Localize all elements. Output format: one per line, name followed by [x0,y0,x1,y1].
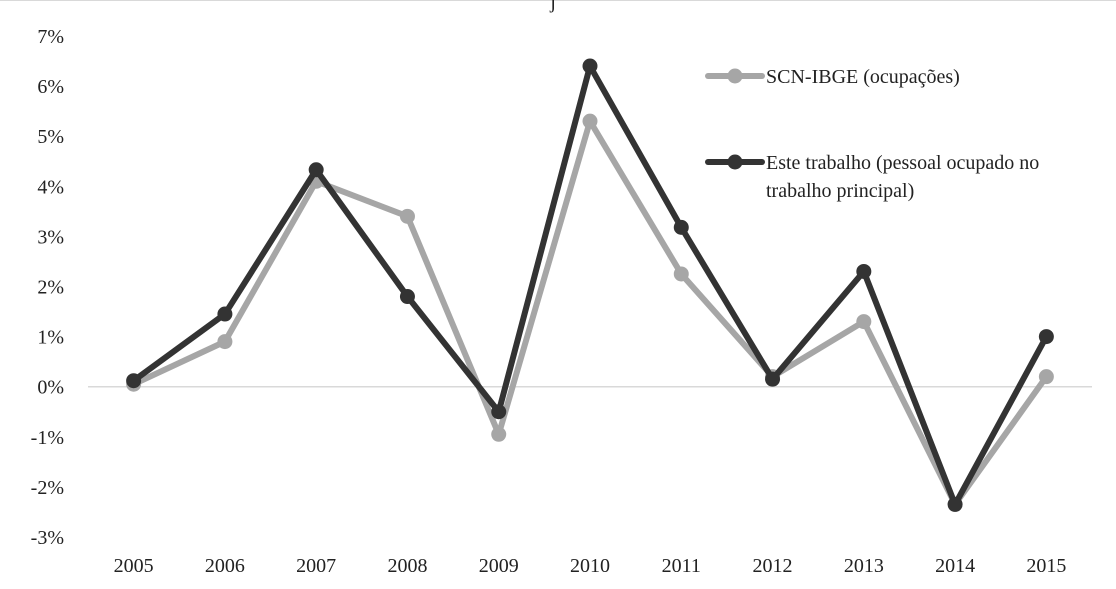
y-tick-label: 4% [37,176,64,198]
x-tick-label: 2005 [114,555,154,577]
x-axis: 2005 2006 2007 2008 2009 2010 2011 2012 2013 2014… [114,555,1067,577]
data-point [217,306,233,322]
data-point [217,334,233,350]
data-point [491,404,507,420]
y-tick-label: 3% [37,226,64,248]
x-tick-label: 2015 [1026,555,1066,577]
legend-label: SCN-IBGE (ocupações) [766,66,960,88]
chart-title-fragment: j [549,0,556,13]
data-point [399,208,415,224]
series-2 [126,58,1054,512]
legend-marker [727,68,743,84]
legend-item-2: Este trabalho (pessoal ocupado no trabalh… [705,152,1039,202]
data-point [308,162,324,178]
y-tick-label: 0% [37,377,64,399]
legend-label: Este trabalho (pessoal ocupado no [766,152,1039,174]
x-tick-label: 2014 [935,555,975,577]
x-tick-label: 2006 [205,555,245,577]
series-1 [126,113,1054,512]
y-tick-label: 5% [37,126,64,148]
data-point [673,266,689,282]
data-point [673,219,689,235]
y-tick-label: 2% [37,277,64,299]
data-point [856,263,872,279]
x-tick-label: 2011 [662,555,701,577]
x-tick-label: 2009 [479,555,519,577]
data-point [947,496,963,512]
y-tick-label: -3% [31,527,64,549]
y-tick-label: 6% [37,76,64,98]
data-point [765,371,781,387]
x-tick-label: 2013 [844,555,884,577]
y-tick-label: 7% [37,26,64,48]
x-tick-label: 2012 [753,555,793,577]
data-point [491,426,507,442]
x-tick-label: 2008 [387,555,427,577]
series-layer [126,58,1054,512]
data-point [1038,369,1054,385]
legend-label: trabalho principal) [766,180,914,202]
legend-marker [727,154,743,170]
data-point [1038,329,1054,345]
y-axis: -3% -2% -1% 0% 1% 2% 3% 4% 5% 6% 7% [31,26,64,549]
y-tick-label: 1% [37,327,64,349]
y-tick-label: -1% [31,427,64,449]
data-point [126,373,142,389]
x-tick-label: 2010 [570,555,610,577]
y-tick-label: -2% [31,477,64,499]
data-point [582,113,598,129]
x-tick-label: 2007 [296,555,336,577]
data-point [582,58,598,74]
legend: SCN-IBGE (ocupações) Este trabalho (pesso… [705,66,1039,202]
data-point [856,314,872,330]
series-line [130,118,1050,508]
data-point [399,289,415,305]
legend-item-1: SCN-IBGE (ocupações) [705,66,960,88]
